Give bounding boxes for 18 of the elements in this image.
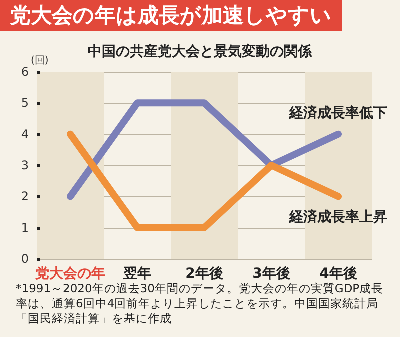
y-tick-label: 2 [21,190,29,204]
x-tick-label: 党大会の年 [34,266,106,282]
x-tick-label: 翌年 [122,266,152,282]
chart-title: 党大会の年は成長が加速しやすい [9,4,332,28]
x-tick-label: 2年後 [186,266,224,282]
y-tick-label: 3 [21,158,29,172]
x-tick-label: 3年後 [252,266,290,282]
series-label: 経済成長率低下 [288,104,388,122]
y-tick-label: 4 [21,127,29,142]
x-tick-label: 4年後 [320,266,358,282]
y-tick-label: 1 [21,220,29,235]
y-axis-title: (回) [31,56,49,67]
y-tick-label: 0 [21,252,29,266]
y-tick-label: 5 [21,96,29,110]
chart-subtitle: 中国の共産党大会と景気変動の関係 [88,43,313,60]
text: *1991～2020年の過去30年間のデータ。党大会の年の実質GDP成長率は、通算6回中4回前年より上昇したことを示す。中国国家統計局「国民経済計算」を基に作成 [16,282,384,326]
series-label: 経済成長率上昇 [288,208,388,226]
y-tick-label: 6 [21,65,29,79]
